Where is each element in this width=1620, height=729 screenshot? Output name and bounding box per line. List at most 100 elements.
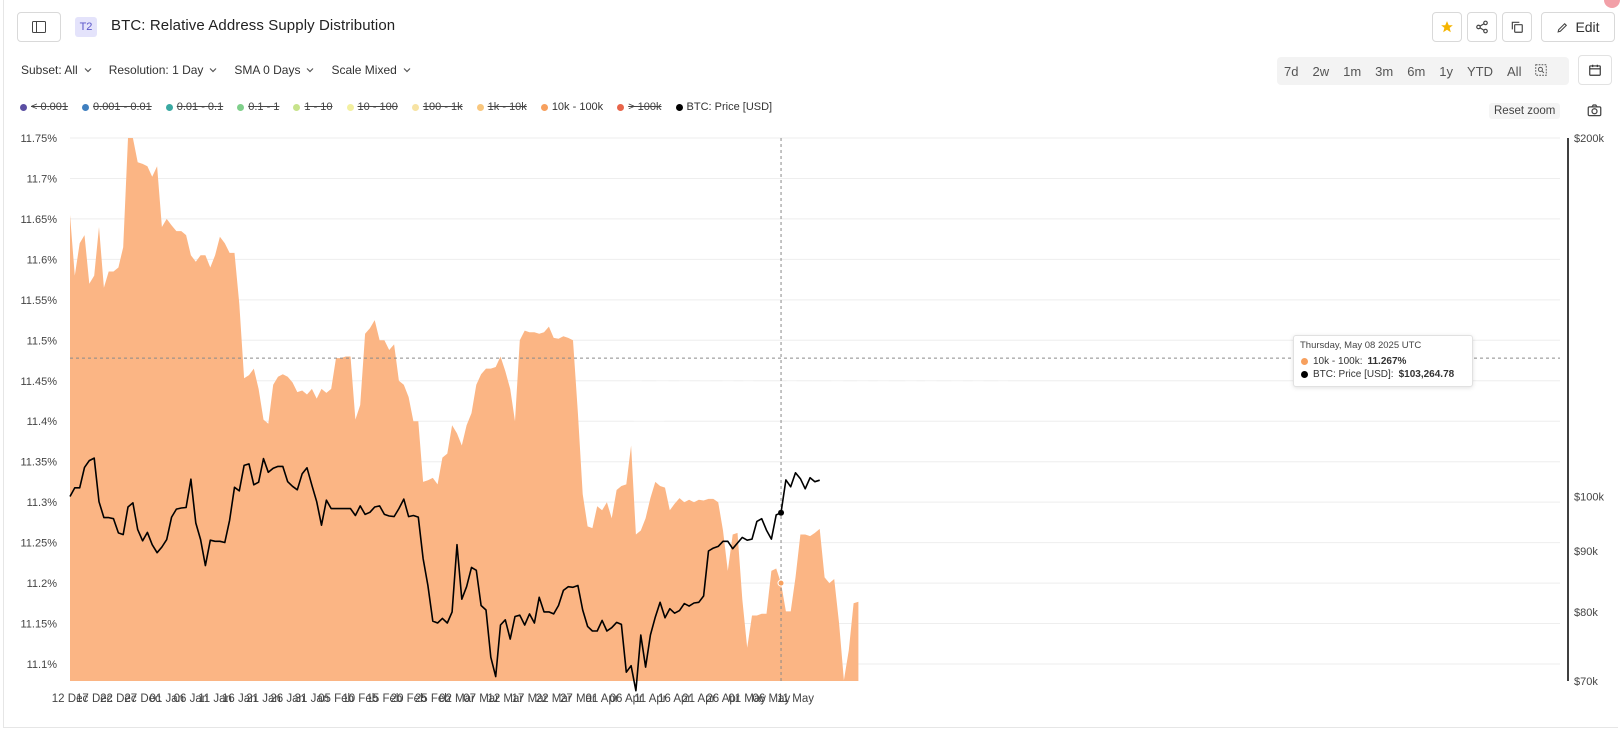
x-tick-label: 26 Jan (270, 693, 305, 705)
x-tick-label: 20 Feb (391, 693, 427, 705)
legend-item[interactable]: BTC: Price [USD] (675, 99, 773, 115)
controls-bar: Subset: All Resolution: 1 Day SMA 0 Days… (21, 62, 412, 78)
y-right-tick-label: $200k (1574, 133, 1604, 145)
x-tick-label: 21 Apr (682, 693, 715, 705)
range-3m[interactable]: 3m (1375, 63, 1394, 79)
calendar-icon (1589, 64, 1601, 76)
range-all[interactable]: All (1507, 63, 1522, 79)
subset-dropdown[interactable]: Subset: All (21, 62, 93, 78)
sidebar-toggle-button[interactable] (17, 12, 61, 42)
legend-dot (293, 103, 301, 111)
edit-button[interactable]: Edit (1541, 12, 1615, 42)
zoom-select-button[interactable] (1528, 63, 1554, 80)
legend-item[interactable]: 10k - 100k (540, 99, 604, 115)
y-left-tick-label: 11.65% (21, 214, 58, 226)
y-left-tick-label: 11.2% (27, 578, 58, 590)
x-tick-label: 11 Apr (634, 693, 667, 705)
x-tick-label: 15 Feb (366, 693, 402, 705)
x-tick-label: 11 May (777, 693, 814, 705)
legend-label: > 100k (628, 101, 662, 113)
legend-item[interactable]: 0.001 - 0.01 (82, 99, 152, 115)
legend-item[interactable]: 10 - 100 (346, 99, 398, 115)
tooltip-row-supply: 10k - 100k: 11.267% (1301, 356, 1406, 367)
x-tick-label: 06 May (753, 693, 791, 705)
legend-label: 1 - 10 (304, 101, 333, 113)
time-range-selector: 7d 2w 1m 3m 6m 1y YTD All (1277, 57, 1569, 85)
tier-badge: T2 (75, 17, 97, 37)
pencil-icon (1557, 22, 1568, 33)
x-tick-label: 10 Feb (342, 693, 378, 705)
legend-label: 100 - 1k (422, 101, 463, 113)
duplicate-button[interactable] (1502, 12, 1532, 42)
screenshot-button[interactable] (1587, 103, 1603, 119)
share-icon (1476, 20, 1488, 34)
y-left-tick-label: 11.75% (21, 133, 58, 145)
range-1m[interactable]: 1m (1343, 63, 1362, 79)
legend-item[interactable]: 0.01 - 0.1 (165, 99, 223, 115)
legend-item[interactable]: < 0.001 (20, 99, 68, 115)
notification-dot (1604, 0, 1620, 8)
y-left-tick-label: 11.35% (21, 457, 58, 469)
x-tick-label: 16 Apr (658, 693, 691, 705)
x-tick-label: 21 Jan (246, 693, 281, 705)
x-tick-label: 17 Mar (512, 693, 548, 705)
legend-dot (165, 103, 173, 111)
chevron-down-icon (307, 68, 314, 73)
legend-dot (237, 103, 245, 111)
crosshair (70, 138, 1560, 681)
x-tick-label: 12 Dec (52, 693, 89, 705)
chart-legend: < 0.001 0.001 - 0.01 0.01 - 0.1 0.1 - 1 … (20, 99, 772, 115)
camera-icon (1587, 104, 1602, 117)
chart-tooltip: Thursday, May 08 2025 UTC 10k - 100k: 11… (1293, 335, 1473, 387)
legend-item[interactable]: 100 - 1k (411, 99, 463, 115)
price-series-line (69, 457, 820, 692)
legend-dot (411, 103, 419, 111)
y-left-tick-label: 11.5% (27, 335, 58, 347)
date-picker-button[interactable] (1578, 55, 1612, 85)
legend-dot (82, 103, 90, 111)
x-tick-label: 01 Jan (149, 693, 184, 705)
tooltip-series2-value: $103,264.78 (1398, 369, 1455, 380)
range-ytd[interactable]: YTD (1467, 63, 1494, 79)
legend-label: 10k - 100k (551, 101, 604, 113)
y-left-tick-label: 11.7% (27, 173, 58, 185)
favorite-button[interactable] (1432, 12, 1462, 42)
range-2w[interactable]: 2w (1312, 63, 1330, 79)
x-tick-label: 07 Mar (463, 693, 499, 705)
legend-item[interactable]: 1k - 10k (476, 99, 527, 115)
legend-item[interactable]: 0.1 - 1 (237, 99, 279, 115)
price-series-layer (69, 457, 820, 692)
resolution-label: Resolution: 1 Day (108, 63, 204, 77)
tooltip-date: Thursday, May 08 2025 UTC (1300, 340, 1422, 351)
header: T2 BTC: Relative Address Supply Distribu… (0, 0, 1620, 54)
legend-item[interactable]: 1 - 10 (293, 99, 333, 115)
y-left-tick-label: 11.25% (21, 538, 58, 550)
range-7d[interactable]: 7d (1284, 63, 1299, 79)
y-right-tick-label: $90k (1574, 546, 1598, 558)
range-6m[interactable]: 6m (1407, 63, 1426, 79)
x-tick-label: 26 Apr (706, 693, 739, 705)
tooltip-series2-name: BTC: Price [USD]: (1313, 369, 1394, 380)
sma-dropdown[interactable]: SMA 0 Days (234, 62, 315, 78)
x-tick-label: 31 Jan (295, 693, 330, 705)
x-tick-label: 22 Mar (536, 693, 572, 705)
resolution-dropdown[interactable]: Resolution: 1 Day (109, 62, 219, 78)
area-series-layer (70, 138, 859, 681)
legend-label: 10 - 100 (357, 101, 398, 113)
reset-zoom-button[interactable]: Reset zoom (1489, 103, 1561, 119)
scale-dropdown[interactable]: Scale Mixed (331, 62, 411, 78)
legend-label: 0.1 - 1 (248, 101, 280, 113)
share-button[interactable] (1467, 12, 1497, 42)
range-1y[interactable]: 1y (1439, 63, 1454, 79)
legend-label: BTC: Price [USD] (686, 101, 773, 113)
sidebar-icon (32, 21, 46, 33)
legend-item[interactable]: > 100k (617, 99, 662, 115)
legend-dot (20, 103, 27, 111)
tooltip-row-price: BTC: Price [USD]: $103,264.78 (1301, 369, 1454, 380)
tooltip-series1-value: 11.267% (1367, 356, 1407, 367)
x-tick-label: 02 Mar (439, 693, 475, 705)
area-series-10k-100k (70, 138, 859, 681)
y-right-tick-label: $100k (1574, 492, 1604, 504)
